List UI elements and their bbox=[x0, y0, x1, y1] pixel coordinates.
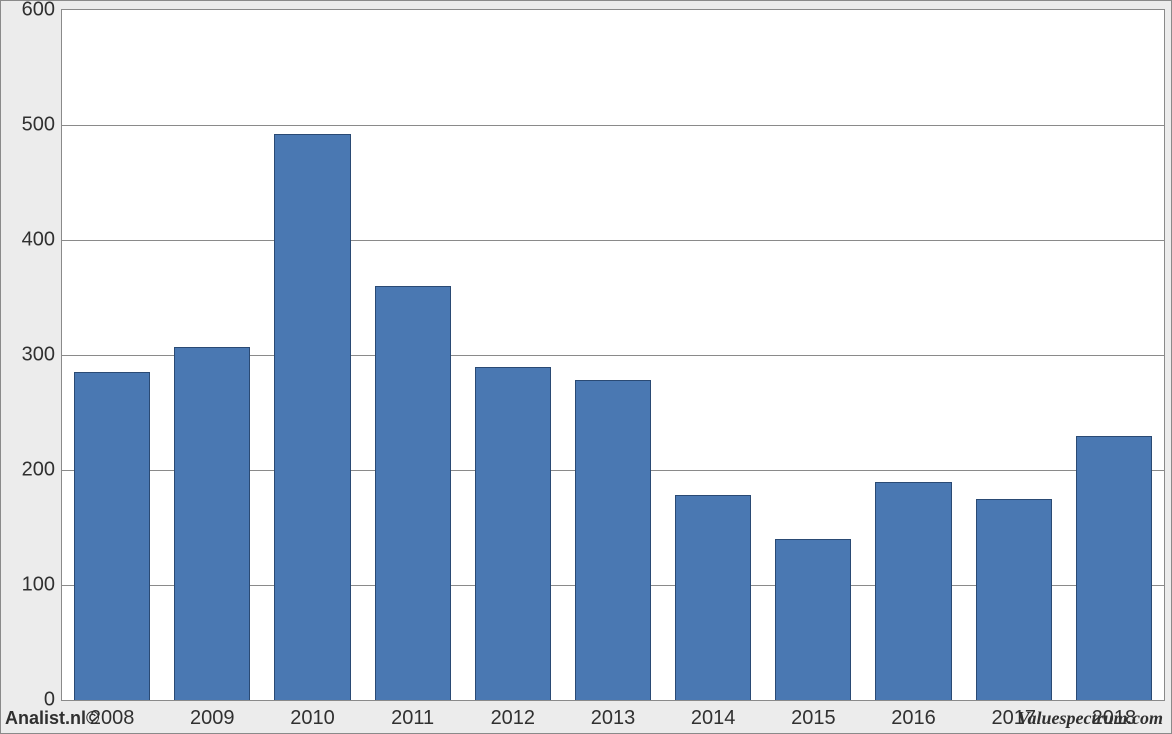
y-tick-label: 200 bbox=[5, 459, 55, 482]
bar bbox=[575, 380, 651, 700]
x-tick-label: 2013 bbox=[591, 707, 636, 730]
bar bbox=[875, 482, 951, 701]
bar bbox=[1076, 436, 1152, 701]
bar bbox=[174, 347, 250, 700]
y-tick-label: 500 bbox=[5, 114, 55, 137]
y-tick-label: 300 bbox=[5, 344, 55, 367]
x-tick-label: 2010 bbox=[290, 707, 335, 730]
x-tick-label: 2017 bbox=[991, 707, 1036, 730]
x-tick-label: 2015 bbox=[791, 707, 836, 730]
credit-right: Valuespectrum.com bbox=[1017, 708, 1163, 729]
x-tick-label: 2008 bbox=[90, 707, 135, 730]
plot-area bbox=[61, 9, 1165, 701]
bar bbox=[74, 372, 150, 700]
y-tick-label: 600 bbox=[5, 0, 55, 22]
bar bbox=[375, 286, 451, 700]
x-tick-label: 2011 bbox=[391, 707, 434, 730]
chart-container: Analist.nl© Valuespectrum.com 0100200300… bbox=[0, 0, 1172, 734]
x-tick-label: 2016 bbox=[891, 707, 936, 730]
bar bbox=[775, 539, 851, 700]
y-tick-label: 0 bbox=[5, 689, 55, 712]
x-tick-label: 2014 bbox=[691, 707, 736, 730]
gridline bbox=[62, 125, 1164, 126]
y-tick-label: 400 bbox=[5, 229, 55, 252]
x-tick-label: 2009 bbox=[190, 707, 235, 730]
bar bbox=[675, 495, 751, 700]
y-tick-label: 100 bbox=[5, 574, 55, 597]
gridline bbox=[62, 240, 1164, 241]
bar bbox=[274, 134, 350, 700]
bar bbox=[475, 367, 551, 701]
x-tick-label: 2018 bbox=[1092, 707, 1137, 730]
x-tick-label: 2012 bbox=[491, 707, 536, 730]
bar bbox=[976, 499, 1052, 700]
